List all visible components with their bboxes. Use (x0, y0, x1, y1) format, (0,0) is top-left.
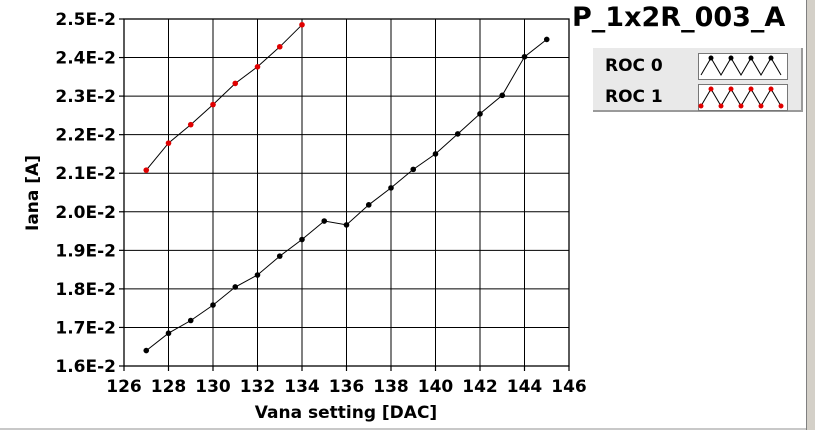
data-point-roc1 (187, 121, 194, 128)
data-point-roc1 (210, 101, 216, 108)
y-tick-label: 2.1E-2 (55, 164, 116, 184)
legend-swatch-marker (728, 55, 734, 61)
x-tick-label: 140 (418, 377, 454, 397)
legend-swatch-marker (698, 103, 704, 109)
x-tick-label: 132 (240, 377, 276, 397)
data-point-roc0 (543, 36, 550, 43)
data-point-roc1 (254, 64, 261, 70)
y-axis-title: Iana [A] (23, 155, 43, 231)
series-line-roc1 (145, 24, 303, 171)
data-point-roc0 (321, 218, 328, 224)
y-tick-label: 2.0E-2 (55, 203, 116, 223)
tick-labels: 126 128 130 132 134 136 138 140 142 144 146 1.6E-2 1… (55, 10, 586, 397)
legend-item-roc0: ROC 0 (593, 51, 803, 81)
data-point-roc1 (232, 80, 239, 87)
x-tick-label: 138 (373, 377, 409, 397)
legend-swatch-marker (708, 86, 714, 92)
legend-swatch-marker (768, 55, 774, 61)
data-point-roc1 (299, 21, 305, 28)
data-point-roc0 (388, 185, 394, 191)
y-tick-label: 2.4E-2 (55, 49, 116, 69)
y-tick-label: 2.2E-2 (55, 126, 116, 146)
y-tick-label: 2.5E-2 (55, 10, 116, 30)
legend-swatch-marker (748, 55, 754, 61)
x-tick-label: 142 (462, 377, 498, 397)
legend-swatch-marker (718, 103, 724, 109)
legend-label-roc1: ROC 1 (605, 87, 663, 107)
legend-swatch-marker (768, 86, 774, 92)
data-point-roc0 (477, 111, 483, 117)
data-point-roc0 (410, 166, 417, 173)
legend-swatch-roc1 (698, 84, 788, 111)
window-frame-edge (806, 0, 815, 430)
data-point-roc1 (276, 43, 283, 50)
legend: ROC 0 ROC 1 (593, 48, 803, 112)
legend-swatch-marker (748, 86, 754, 92)
data-point-roc0 (521, 53, 528, 60)
y-tick-label: 1.8E-2 (55, 280, 116, 300)
y-tick-label: 1.6E-2 (55, 357, 116, 377)
legend-swatch-roc0 (698, 53, 788, 80)
data-point-roc0 (165, 330, 172, 337)
series-layer (143, 21, 550, 354)
data-point-roc0 (187, 317, 194, 324)
legend-swatch-line (700, 57, 782, 76)
data-point-roc1 (143, 167, 150, 173)
x-tick-label: 130 (195, 377, 231, 397)
chart-title: P_1x2R_003_A (572, 2, 786, 33)
legend-swatch-marker (778, 103, 784, 109)
plot-area-frame (123, 18, 570, 367)
x-tick-label: 126 (106, 377, 142, 397)
data-point-roc1 (165, 140, 172, 146)
data-point-roc0 (454, 131, 461, 137)
y-tick-label: 1.9E-2 (55, 241, 116, 261)
data-point-roc0 (143, 347, 150, 354)
data-point-roc0 (232, 284, 239, 290)
legend-swatch-marker (728, 86, 734, 92)
data-point-roc0 (276, 253, 283, 259)
data-point-roc0 (210, 302, 216, 308)
x-tick-label: 144 (507, 377, 543, 397)
x-tick-label: 146 (551, 377, 587, 397)
legend-swatch-marker (738, 103, 744, 109)
data-point-roc0 (499, 92, 506, 99)
y-tick-label: 2.3E-2 (55, 87, 116, 107)
legend-swatch-marker (758, 103, 764, 109)
y-tick-label: 1.7E-2 (55, 318, 116, 338)
legend-label-roc0: ROC 0 (605, 56, 663, 76)
data-point-roc0 (299, 236, 305, 243)
window-bottom-edge (0, 428, 806, 430)
legend-item-roc1: ROC 1 (593, 82, 803, 112)
data-point-roc0 (365, 202, 372, 208)
data-point-roc0 (254, 272, 261, 278)
x-tick-label: 136 (329, 377, 365, 397)
x-tick-label: 134 (284, 377, 320, 397)
grid (119, 18, 570, 371)
legend-swatch-marker (708, 55, 714, 61)
data-point-roc0 (343, 222, 350, 228)
x-tick-label: 128 (151, 377, 187, 397)
data-point-roc0 (432, 151, 439, 157)
x-axis-title: Vana setting [DAC] (255, 403, 437, 423)
